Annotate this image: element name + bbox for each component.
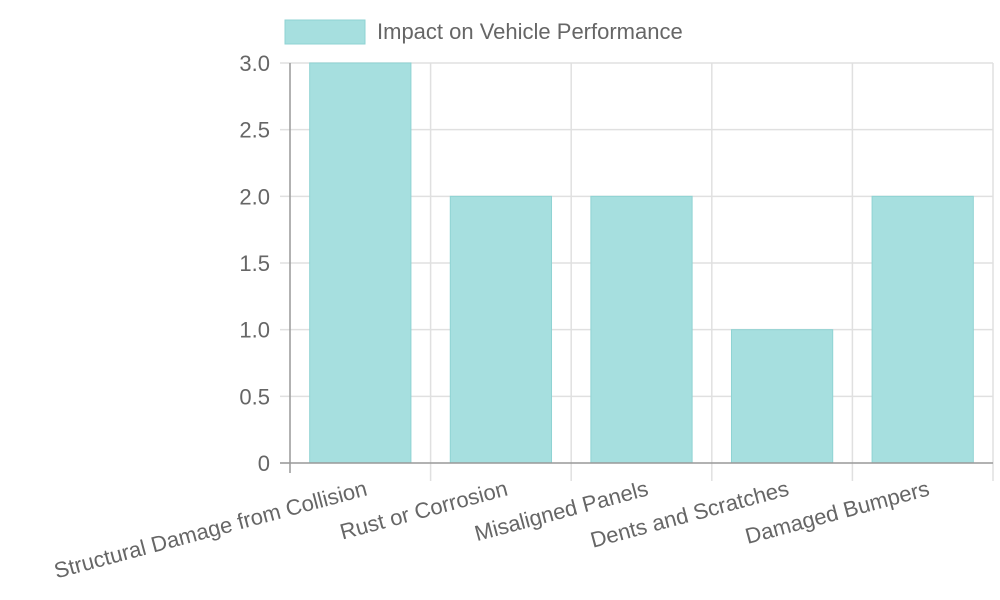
y-tick-labels: 0 0.5 1.0 1.5 2.0 2.5 3.0 <box>239 51 270 476</box>
bar[interactable] <box>590 195 693 464</box>
bar[interactable] <box>730 329 834 464</box>
x-tick-label: Structural Damage from Collision <box>51 476 369 584</box>
bar[interactable] <box>449 195 553 464</box>
legend-swatch <box>284 19 366 45</box>
axes <box>280 62 993 473</box>
y-tick-label: 1.0 <box>239 318 270 343</box>
y-tick-label: 0.5 <box>239 384 270 409</box>
legend-label: Impact on Vehicle Performance <box>377 19 683 44</box>
y-tick-label: 0 <box>258 451 270 476</box>
y-tick-label: 2.0 <box>239 184 270 209</box>
y-tick-label: 1.5 <box>239 251 270 276</box>
bar[interactable] <box>871 195 974 464</box>
y-tick-label: 2.5 <box>239 118 270 143</box>
y-tick-label: 3.0 <box>239 51 270 76</box>
bar[interactable] <box>309 62 412 464</box>
bars <box>309 62 974 464</box>
legend[interactable]: Impact on Vehicle Performance <box>284 19 683 45</box>
